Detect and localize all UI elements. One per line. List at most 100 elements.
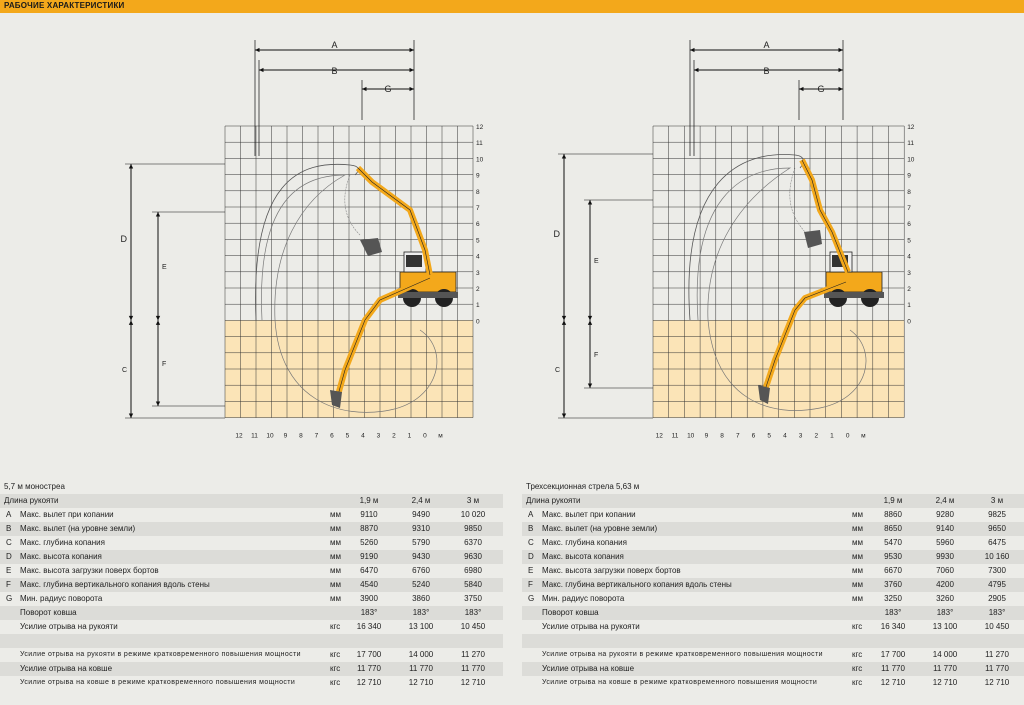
- bucket-lowered: [758, 385, 770, 404]
- header-label: Длина рукояти: [4, 496, 59, 505]
- row-value: 10 450: [984, 622, 1010, 631]
- section-header: РАБОЧИЕ ХАРАКТЕРИСТИКИ: [0, 0, 1024, 13]
- row-unit: мм: [852, 552, 863, 561]
- x-tick-label: 10: [266, 433, 274, 440]
- row-value: 11 270: [985, 650, 1009, 659]
- row-value: 2905: [988, 594, 1006, 603]
- row-value: 11 770: [881, 664, 905, 673]
- row-value: 6980: [464, 566, 482, 575]
- y-tick-label: 7: [476, 205, 480, 212]
- row-unit: мм: [852, 566, 863, 575]
- row-unit: мм: [852, 594, 863, 603]
- y-tick-label: 2: [907, 286, 911, 293]
- row-value: 16 340: [880, 622, 906, 631]
- arrow-head: [561, 315, 567, 321]
- row-unit: кгс: [852, 678, 863, 687]
- y-tick-label: 4: [476, 254, 480, 261]
- bucket-lowered: [330, 390, 342, 408]
- row-value: 16 340: [356, 622, 382, 631]
- table-row: [522, 634, 1024, 648]
- table-row: E Макс. высота загрузки поверх бортов мм 66…: [522, 564, 1024, 578]
- spec-table-triple-boom: Трехсекционная стрела 5,63 м Длина рукоят…: [522, 480, 1024, 695]
- y-tick-label: 8: [476, 189, 480, 196]
- y-tick-label: 5: [476, 237, 480, 244]
- row-value: 183°: [936, 608, 954, 617]
- row-label: Макс. глубина копания: [542, 538, 627, 547]
- row-value: 183°: [884, 608, 902, 617]
- row-value: 14 000: [932, 650, 958, 659]
- row-value: 11 770: [461, 664, 485, 673]
- row-value: 9825: [988, 510, 1006, 519]
- dim-label-b: B: [331, 66, 337, 76]
- dim-label-a: A: [331, 40, 337, 50]
- arrow-head: [409, 67, 414, 73]
- arrow-head: [587, 383, 593, 388]
- table-title-text: 5,7 м моностреа: [4, 482, 65, 491]
- row-label: Усилие отрыва на ковше: [542, 664, 635, 673]
- row-key: F: [528, 580, 533, 589]
- row-unit: кгс: [330, 678, 341, 687]
- column-header: 3 м: [466, 496, 480, 505]
- y-tick-label: 6: [476, 221, 480, 228]
- reach-envelope-inner: [696, 167, 867, 411]
- row-value: 17 700: [880, 650, 906, 659]
- reach-envelope-outer: [255, 163, 359, 321]
- table-row: B Макс. вылет (на уровне земли) мм 8870 9310…: [0, 522, 503, 536]
- row-label: Усилие отрыва на рукояти: [542, 622, 640, 631]
- row-value: 5260: [360, 538, 378, 547]
- x-unit-label: м: [438, 433, 443, 440]
- y-tick-label: 12: [907, 124, 915, 131]
- arrow-head: [690, 47, 695, 53]
- arrow-head: [155, 315, 161, 321]
- row-unit: мм: [852, 580, 863, 589]
- row-value: 3760: [884, 580, 902, 589]
- row-unit: кгс: [852, 622, 863, 631]
- x-tick-label: 3: [377, 433, 381, 440]
- table-row: [0, 634, 503, 648]
- row-key: E: [528, 566, 534, 575]
- x-unit-label: м: [861, 433, 866, 440]
- x-tick-label: 11: [251, 433, 258, 440]
- row-value: 9140: [936, 524, 954, 533]
- y-tick-label: 1: [476, 302, 480, 309]
- arrow-head: [561, 154, 567, 159]
- x-tick-label: 12: [235, 433, 243, 440]
- row-value: 9280: [936, 510, 954, 519]
- arrow-head: [799, 86, 804, 92]
- y-tick-label: 8: [907, 189, 911, 196]
- row-value: 10 020: [460, 510, 486, 519]
- table-title-text: Трехсекционная стрела 5,63 м: [526, 482, 640, 491]
- row-value: 6475: [988, 538, 1006, 547]
- row-value: 9490: [412, 510, 430, 519]
- boom-raised-outline: [357, 167, 431, 276]
- table-row: Поворот ковша 183° 183° 183°: [0, 606, 503, 620]
- bucket-path: [344, 174, 361, 236]
- row-value: 9930: [936, 552, 954, 561]
- row-unit: мм: [852, 524, 863, 533]
- x-tick-label: 4: [361, 433, 365, 440]
- dim-label-f: F: [162, 361, 166, 368]
- machine-chassis: [398, 292, 458, 298]
- row-unit: кгс: [330, 622, 341, 631]
- row-label: Макс. глубина вертикального копания вдол…: [20, 580, 210, 589]
- x-tick-label: 10: [687, 433, 695, 440]
- row-key: B: [528, 524, 534, 533]
- y-tick-label: 2: [476, 286, 480, 293]
- arrow-head: [409, 47, 414, 53]
- row-label: Мин. радиус поворота: [542, 594, 625, 603]
- column-header: 3 м: [990, 496, 1004, 505]
- row-unit: мм: [330, 552, 341, 561]
- row-value: 6670: [884, 566, 902, 575]
- column-header: 1,9 м: [883, 496, 903, 505]
- column-header: 1,9 м: [359, 496, 379, 505]
- row-label: Усилие отрыва на рукояти в режиме кратко…: [542, 651, 823, 658]
- row-value: 12 710: [408, 678, 434, 687]
- dim-label-f: F: [594, 352, 598, 359]
- arrow-head: [587, 200, 593, 205]
- row-unit: кгс: [330, 650, 341, 659]
- row-value: 7060: [936, 566, 954, 575]
- table-title: Трехсекционная стрела 5,63 м: [522, 480, 1024, 494]
- row-value: 13 100: [932, 622, 958, 631]
- row-label: Макс. вылет (на уровне земли): [542, 524, 658, 533]
